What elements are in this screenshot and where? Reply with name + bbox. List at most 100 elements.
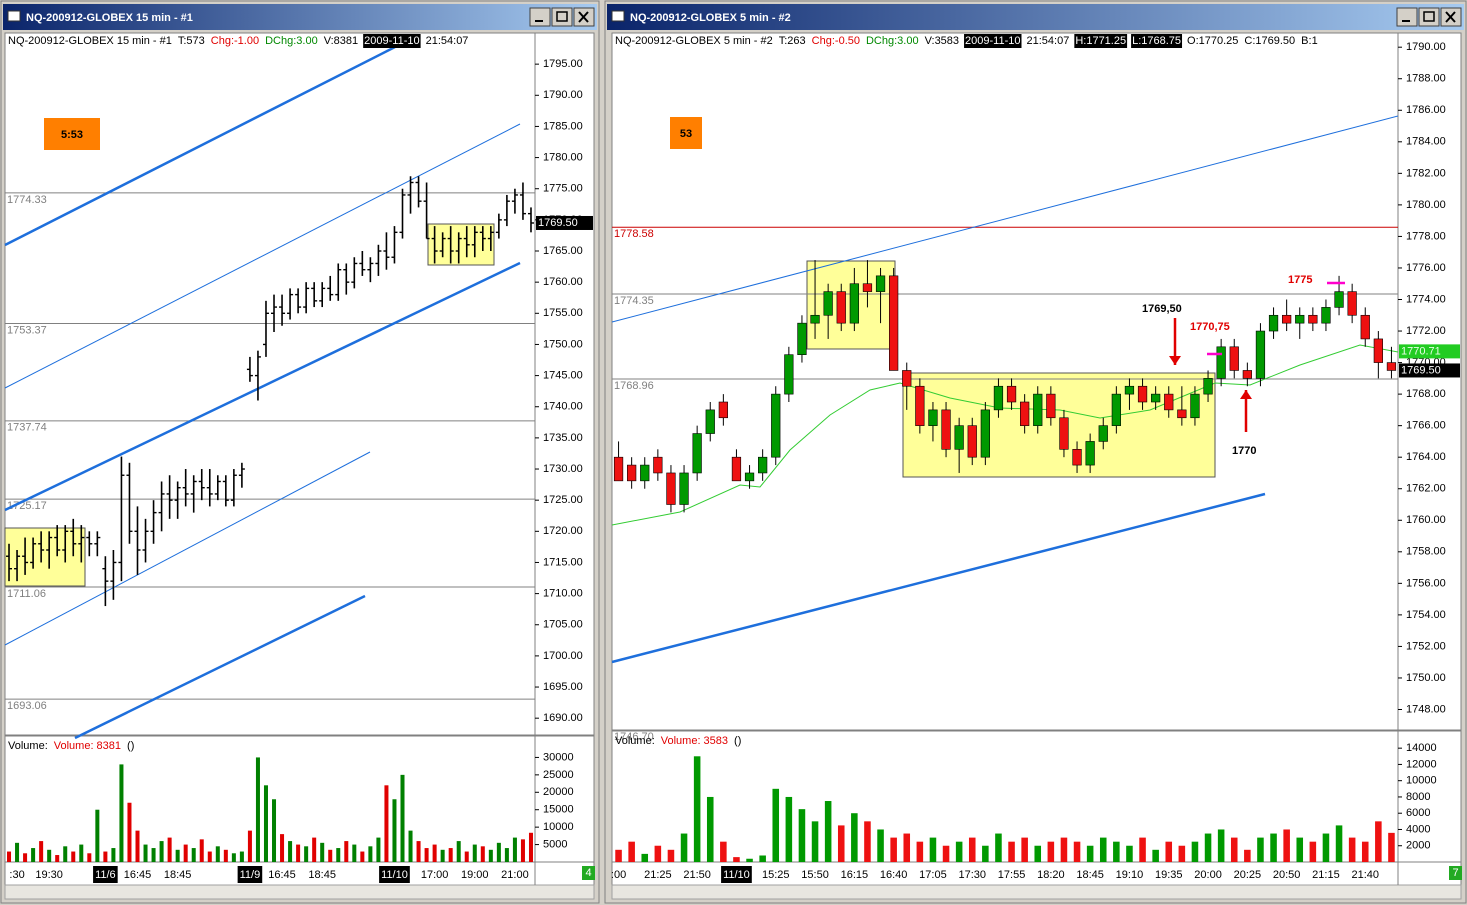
volume-bar [247, 830, 252, 862]
info-box [1074, 34, 1128, 48]
volume-bar [199, 839, 204, 862]
volume-bar [1073, 841, 1081, 862]
volume-bar [1008, 841, 1015, 862]
volume-bar [384, 785, 389, 862]
volume-bar [416, 841, 421, 862]
candle-body [1190, 393, 1200, 419]
trend-line [611, 115, 1399, 323]
volume-bar [1191, 841, 1199, 862]
badge-label: 53 [680, 128, 692, 140]
volume-bar [995, 833, 1002, 862]
candle-body [784, 354, 794, 395]
title-bar [3, 4, 597, 30]
volume-bar [167, 837, 172, 862]
volume-bar [392, 799, 397, 862]
candle-body [1295, 314, 1305, 324]
volume-bar [304, 846, 309, 862]
volume-bar [135, 830, 140, 862]
candle-body [692, 433, 702, 474]
y-tick-label: 1785.00 [543, 120, 583, 132]
volume-bar [520, 839, 525, 862]
info-box [363, 34, 421, 48]
volume-bar [1060, 837, 1068, 862]
y-tick-label: 1720.00 [543, 525, 583, 537]
badge [670, 117, 702, 149]
candle-body [771, 393, 781, 458]
y-tick-label: 1750.00 [1406, 672, 1446, 684]
volume-bar [1361, 841, 1369, 862]
scrollbar[interactable] [611, 884, 1462, 900]
candle-body [1229, 346, 1239, 371]
volume-bar [143, 844, 148, 862]
y-tick-label: 1695.00 [543, 681, 583, 693]
y-tick-label: 1760.00 [1406, 514, 1446, 526]
volume-bar [654, 845, 662, 862]
candle-body [1347, 291, 1357, 316]
volume-bar [400, 774, 405, 862]
level-label: 1768.96 [614, 380, 654, 392]
volume-bar [929, 837, 937, 862]
time-label: 21:40 [1351, 869, 1379, 881]
candle-body [1334, 291, 1344, 308]
last-price-label: 1769.50 [1401, 364, 1441, 376]
time-label: 21:50 [683, 869, 711, 881]
volume-tick-label: 25000 [543, 769, 574, 781]
price-note: 1770,75 [1190, 321, 1230, 333]
minimize-button[interactable] [529, 7, 551, 27]
time-label: 11/6 [95, 869, 116, 881]
volume-tick-label: 2000 [1406, 840, 1430, 852]
time-label: 17:30 [958, 869, 986, 881]
button-glyph [556, 11, 568, 22]
candle-body [1164, 393, 1174, 411]
y-tick-label: 1748.00 [1406, 703, 1446, 715]
volume-bar [837, 825, 845, 862]
volume-bar [488, 849, 493, 862]
volume-bar [1021, 837, 1028, 862]
volume-bar [480, 846, 485, 862]
volume-bar [1270, 833, 1277, 862]
volume-bar [641, 853, 649, 862]
level-label: 1778.58 [614, 228, 654, 240]
volume-bar [55, 855, 60, 862]
corner-box [1449, 866, 1462, 880]
volume-bar [71, 851, 76, 862]
time-label: 11/9 [240, 869, 261, 881]
time-label: 20:50 [1273, 869, 1301, 881]
y-tick-label: 1715.00 [543, 556, 583, 568]
y-tick-label: 1766.00 [1406, 420, 1446, 432]
price-note: 1769,50 [1142, 303, 1182, 315]
y-tick-label: 1755.00 [543, 307, 583, 319]
time-label: 17:55 [998, 869, 1026, 881]
scrollbar[interactable] [4, 884, 595, 900]
volume-caption: Volume: [8, 740, 48, 752]
level-label: 1711.06 [7, 588, 46, 600]
y-tick-label: 1795.00 [543, 58, 583, 70]
info-item: 2009-11-10 [965, 35, 1020, 47]
volume-bar [464, 851, 469, 862]
volume-bar [263, 785, 268, 862]
corner-box [582, 866, 595, 880]
volume-bar [320, 842, 325, 862]
y-tick-label: 1788.00 [1406, 73, 1446, 85]
volume-bar [1296, 837, 1304, 862]
volume-bar [1204, 833, 1212, 862]
y-tick-label: 1710.00 [543, 588, 583, 600]
candle-body [928, 409, 938, 426]
date-box [237, 866, 263, 883]
maximize-button[interactable] [1418, 7, 1440, 27]
y-tick-label: 1772.00 [1406, 325, 1446, 337]
volume-bar [47, 849, 52, 862]
volume-bar [239, 851, 244, 862]
volume-bar [432, 844, 437, 862]
minimize-button[interactable] [1396, 7, 1418, 27]
y-tick-label: 1790.00 [1406, 41, 1446, 53]
date-box [93, 866, 118, 883]
time-label: 19:30 [35, 869, 63, 881]
time-label: 11/10 [381, 869, 408, 881]
candle-body [797, 322, 807, 355]
volume-bar [95, 809, 100, 862]
maximize-button[interactable] [551, 7, 573, 27]
volume-bar [746, 858, 753, 862]
candle-body [653, 456, 663, 474]
